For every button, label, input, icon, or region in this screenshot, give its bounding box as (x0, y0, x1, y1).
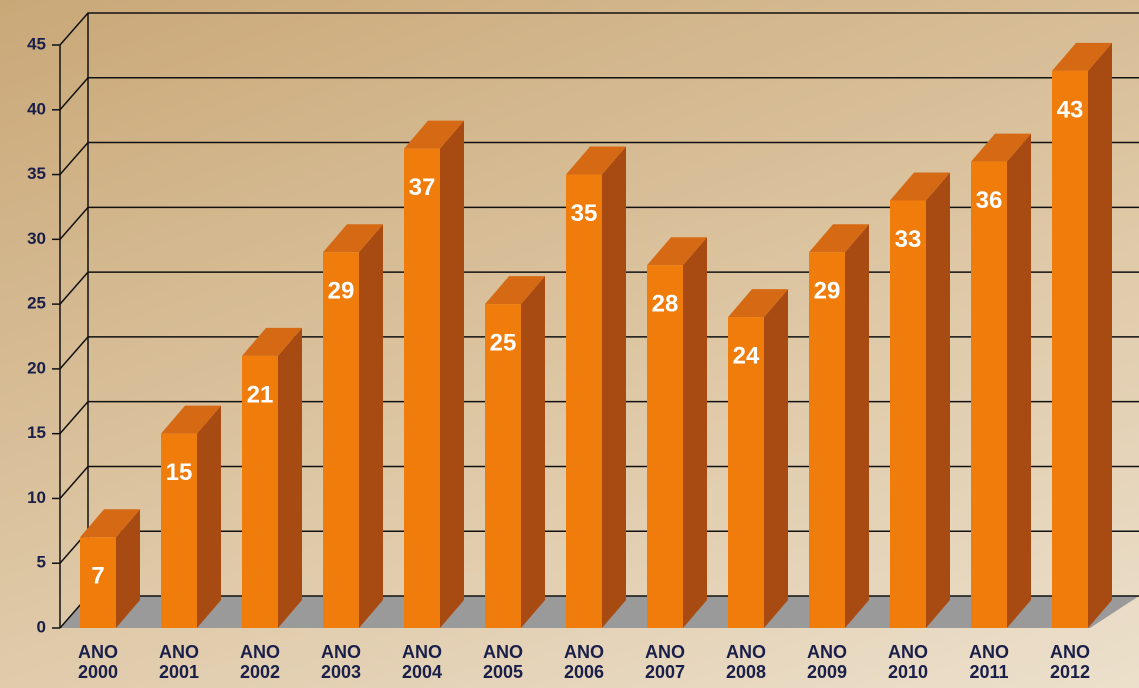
grid-line (59, 400, 1139, 435)
bar-side (521, 276, 545, 628)
bar (80, 537, 116, 628)
grid-line (59, 141, 1139, 176)
bar-top (728, 289, 788, 318)
x-tick-label: ANO 2003 (320, 642, 362, 682)
data-label: 15 (166, 459, 193, 486)
bar-side (1007, 133, 1031, 628)
y-tick-label: 30 (27, 229, 46, 248)
data-label: 43 (1057, 96, 1084, 123)
x-tick-label: ANO 2006 (563, 642, 605, 682)
y-tick-label: 35 (27, 164, 46, 183)
data-label: 21 (247, 381, 274, 408)
data-label: 24 (733, 342, 760, 369)
data-label: 37 (409, 174, 436, 201)
grid-line (59, 206, 1139, 240)
data-label: 33 (895, 226, 922, 253)
bar (242, 355, 278, 628)
x-tick-label: ANO 2007 (644, 642, 686, 682)
y-tick-label: 20 (27, 358, 46, 377)
grid-line (59, 465, 1139, 499)
y-tick-label: 0 (37, 617, 46, 636)
bar-side (926, 172, 950, 628)
data-label: 29 (328, 278, 355, 305)
x-tick-label: ANO 2004 (401, 642, 443, 682)
bar-top (161, 405, 221, 434)
bar (485, 304, 521, 628)
x-tick-label: ANO 2010 (887, 642, 929, 682)
y-tick-label: 40 (27, 99, 46, 118)
x-tick-label: ANO 2011 (969, 642, 1009, 682)
x-tick-label: ANO 2005 (482, 642, 524, 682)
data-label: 35 (571, 200, 598, 227)
bar-side (683, 237, 707, 628)
y-tick-label: 15 (27, 423, 46, 442)
bar-side (440, 120, 464, 629)
bar-side (1088, 42, 1112, 628)
bar (323, 252, 359, 629)
x-tick-label: ANO 2012 (1049, 642, 1091, 682)
y-tick-label: 10 (27, 488, 46, 507)
bar-top (242, 327, 302, 356)
bar-top (647, 237, 707, 266)
y-tick-label: 45 (27, 34, 46, 53)
bar-top (404, 120, 464, 149)
bar (971, 161, 1007, 628)
bar (647, 265, 683, 628)
data-label: 28 (652, 291, 679, 318)
bar (161, 433, 197, 628)
data-label: 7 (91, 563, 104, 590)
bar-side (764, 289, 788, 628)
x-tick-label: ANO 2002 (239, 642, 281, 682)
grid-line (59, 336, 1139, 370)
bar (404, 148, 440, 628)
data-label: 29 (814, 278, 841, 305)
bar (728, 317, 764, 628)
bar (566, 174, 602, 629)
y-tick-label: 5 (37, 553, 46, 572)
x-tick-label: ANO 2000 (77, 642, 119, 682)
x-tick-label: ANO 2001 (158, 642, 200, 682)
bar-top (323, 224, 383, 253)
data-label: 36 (976, 187, 1003, 214)
grid-line (59, 271, 1139, 305)
x-tick-label: ANO 2008 (725, 642, 767, 682)
bar-side (116, 509, 140, 628)
bar-top (890, 172, 950, 201)
bar-top (80, 509, 140, 538)
bar-top (566, 146, 626, 175)
y-tick-label: 25 (27, 294, 46, 313)
bar-top (485, 276, 545, 305)
bar-top (1052, 42, 1112, 71)
bar-side (278, 327, 302, 628)
bar (809, 252, 845, 629)
bar-side (197, 405, 221, 628)
bar-side (359, 224, 383, 629)
bar-side (602, 146, 626, 629)
bar (1052, 70, 1088, 628)
bar-top (971, 133, 1031, 162)
grid-line (59, 12, 1139, 46)
bar-top (809, 224, 869, 253)
data-label: 25 (490, 329, 517, 356)
x-tick-label: ANO 2009 (806, 642, 848, 682)
bar-side (845, 224, 869, 629)
bar (890, 200, 926, 628)
grid-line (59, 77, 1139, 111)
